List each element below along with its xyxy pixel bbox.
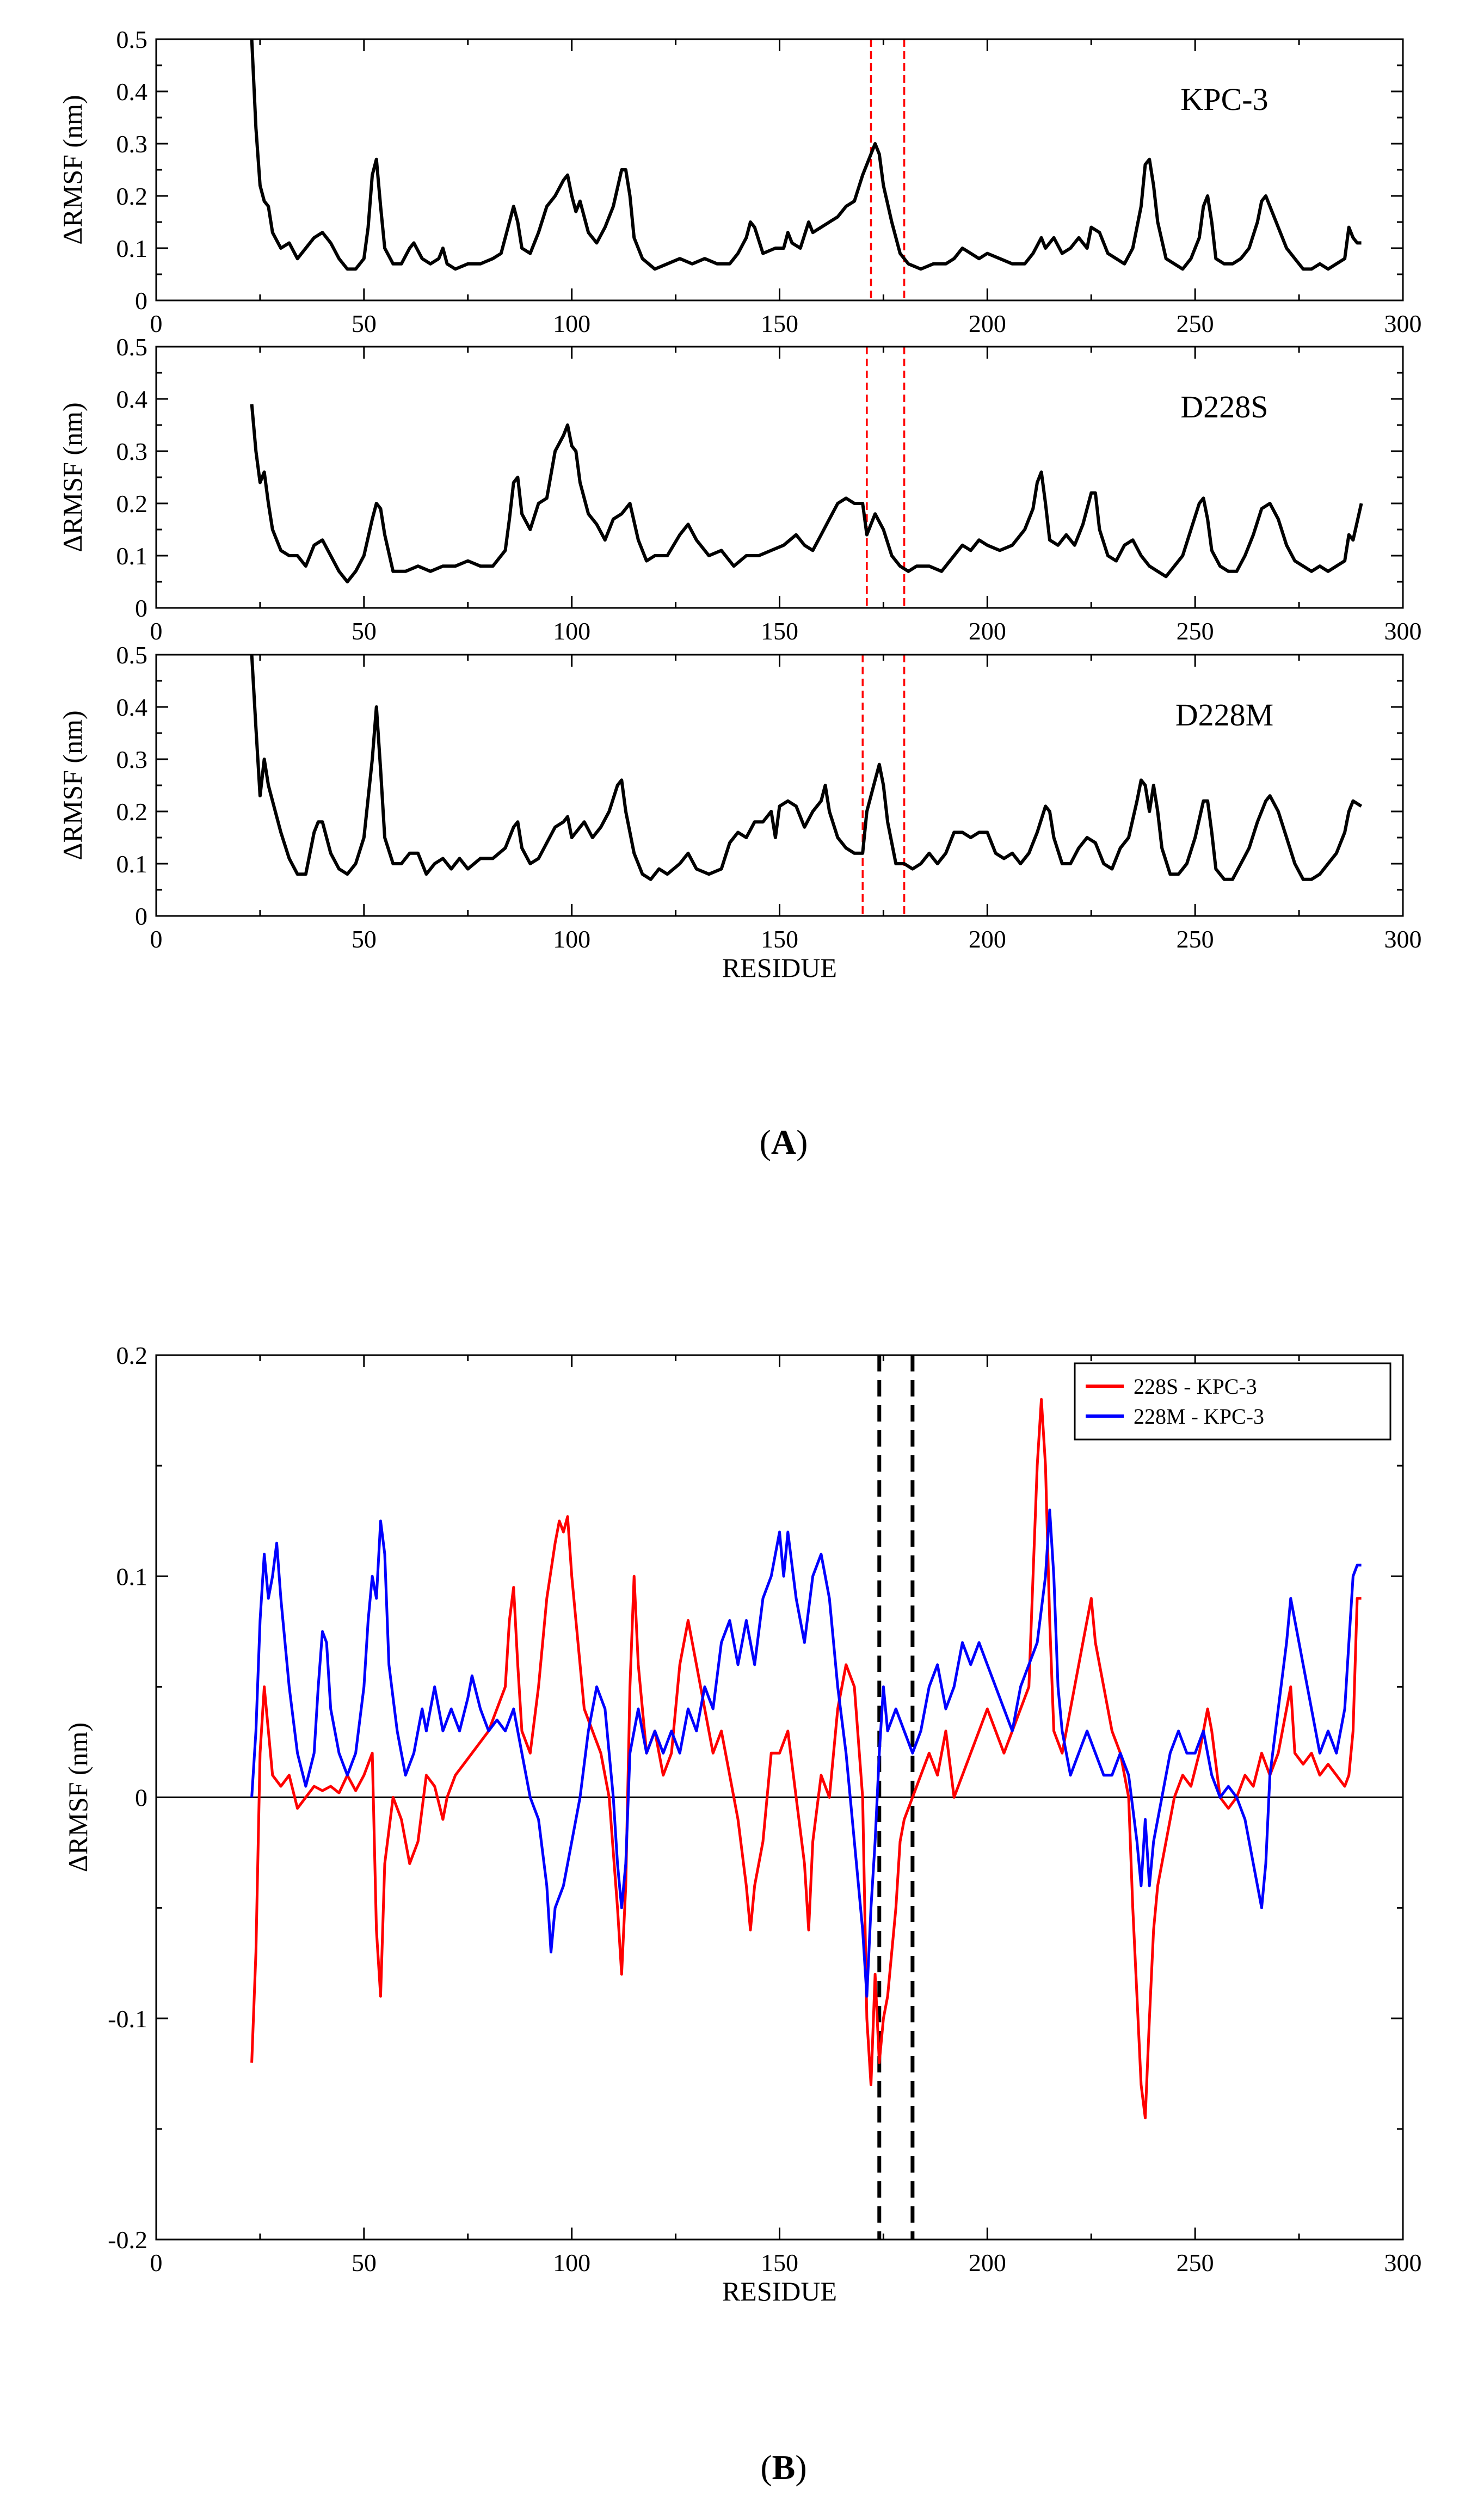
caption-a-open: ( (760, 1123, 771, 1161)
panel-b-xtick-label: 100 (553, 2249, 590, 2277)
caption-b-letter: B (772, 2448, 796, 2487)
panel-a-middle: 0 50 100 150 200 250 300 0 0.1 0.2 0.3 0.4 0.5 ΔRMSF … (57, 333, 1422, 645)
panel-b-xtick-label: 0 (150, 2249, 163, 2277)
panel-a-middle-xtick-label: 200 (969, 617, 1006, 645)
panel-a-middle-ytick-label: 0.3 (116, 438, 148, 465)
panel-a-top-xtick-label: 0 (150, 310, 163, 337)
caption-a-letter: A (771, 1123, 796, 1161)
panel-a-top-ytick-label: 0.2 (116, 182, 148, 210)
panel-a-middle-series-line-1 (250, 404, 1363, 583)
panel-a-middle-y-axis-title: ΔRMSF (nm) (57, 402, 88, 552)
panel-a-bottom-ytick-label: 0.4 (116, 693, 148, 721)
panel-a-top-xtick-label: 200 (969, 310, 1006, 337)
caption-b-close: ) (795, 2448, 806, 2487)
panel-a-top-ytick-label: 0 (135, 287, 147, 315)
panel-a-bottom: 0 50 100 150 200 250 300 0 0.1 0.2 0.3 0.4 0.5 ΔRMSF … (57, 641, 1422, 983)
panel-a-bottom-xtick-label: 300 (1384, 925, 1422, 953)
panel-a-middle-xtick-label: 250 (1177, 617, 1214, 645)
panel-a-middle-ytick-label: 0.4 (116, 385, 148, 413)
panel-b-ytick-label: 0 (135, 1784, 147, 1812)
panel-b-xtick-label: 50 (352, 2249, 377, 2277)
panel-a-bottom-xtick-label: 0 (150, 925, 163, 953)
panel-a-bottom-annotation: D228M (1175, 697, 1273, 733)
legend-label-1: 228S - KPC-3 (1134, 1374, 1257, 1399)
caption-a: (A) (760, 1123, 808, 1161)
panel-a-bottom-xtick-label: 100 (553, 925, 590, 953)
panel-b: 0 50 100 150 200 250 300 -0.2 -0.1 0 0.1 0.2 ΔRMSF (… (63, 1342, 1422, 2306)
panel-b-xtick-label: 200 (969, 2249, 1006, 2277)
caption-b: (B) (760, 2448, 806, 2487)
panel-a-top-ytick-label: 0.4 (116, 78, 148, 106)
panel-a-middle-xtick-label: 50 (352, 617, 377, 645)
panel-a-bottom-ytick-label: 0.2 (116, 798, 148, 826)
panel-a-top-annotation: KPC-3 (1180, 82, 1268, 117)
panel-b-y-axis-title: ΔRMSF (nm) (63, 1722, 93, 1872)
panel-a-top: 0 50 100 150 200 250 300 0 0.1 0.2 0.3 0.4 0.5 ΔRMSF … (57, 26, 1422, 337)
panel-a-bottom-xtick-label: 50 (352, 925, 377, 953)
panel-a-bottom-x-axis-title: RESIDUE (722, 952, 837, 983)
legend-label-2: 228M - KPC-3 (1134, 1404, 1264, 1429)
panel-a-bottom-series-line-1 (250, 654, 1363, 881)
panel-a-bottom-ytick-label: 0.3 (116, 746, 148, 773)
panel-a-top-xtick-label: 150 (761, 310, 798, 337)
panel-a-top-xtick-label: 100 (553, 310, 590, 337)
panel-b-ytick-label: -0.2 (108, 2226, 147, 2254)
panel-a-top-series-line-1 (250, 39, 1362, 271)
legend-box (1074, 1362, 1391, 1441)
caption-b-open: ( (760, 2448, 772, 2487)
panel-a-middle-ytick-label: 0.5 (116, 333, 148, 361)
panel-b-series-line-1 (250, 1398, 1362, 2120)
panel-a-middle-ytick-label: 0.1 (116, 542, 148, 570)
caption-a-close: ) (796, 1123, 808, 1161)
plot-layer: 0 50 100 150 200 250 300 0 0.1 0.2 0.3 0.4 0.5 ΔRMSF … (57, 26, 1422, 2306)
legend: 228S - KPC-3 228M - KPC-3 (1074, 1362, 1391, 1441)
panel-a-middle-xtick-label: 100 (553, 617, 590, 645)
panel-a-middle-xtick-label: 300 (1384, 617, 1422, 645)
panel-a-top-xtick-label: 250 (1177, 310, 1214, 337)
panel-a-bottom-xtick-label: 150 (761, 925, 798, 953)
panel-a-middle-ytick-label: 0 (135, 594, 147, 622)
panel-a-bottom-xtick-label: 200 (969, 925, 1006, 953)
panel-a-top-xtick-label: 300 (1384, 310, 1422, 337)
panel-a-top-ytick-label: 0.1 (116, 235, 148, 262)
panel-b-series-line-2 (250, 1508, 1362, 1998)
panel-a-middle-annotation: D228S (1180, 389, 1268, 425)
panel-a-middle-ytick-label: 0.2 (116, 490, 148, 518)
panel-b-ytick-label: -0.1 (108, 2005, 147, 2033)
panel-b-xtick-label: 150 (761, 2249, 798, 2277)
panel-a-middle-xtick-label: 0 (150, 617, 163, 645)
panel-a-top-ytick-label: 0.3 (116, 130, 148, 158)
panel-b-ytick-label: 0.1 (116, 1562, 148, 1590)
panel-a-middle-xtick-label: 150 (761, 617, 798, 645)
panel-b-xtick-label: 300 (1384, 2249, 1422, 2277)
panel-a-bottom-xtick-label: 250 (1177, 925, 1214, 953)
panel-a-bottom-y-axis-title: ΔRMSF (nm) (57, 710, 88, 860)
panel-b-x-axis-title: RESIDUE (722, 2276, 837, 2306)
panel-a-bottom-ytick-label: 0 (135, 902, 147, 930)
panel-a-bottom-ytick-label: 0.1 (116, 850, 148, 878)
panel-b-ytick-label: 0.2 (116, 1342, 148, 1369)
panel-a-top-xtick-label: 50 (352, 310, 377, 337)
panel-a-top-ytick-label: 0.5 (116, 26, 148, 53)
panel-a-top-y-axis-title: ΔRMSF (nm) (57, 95, 88, 244)
panel-a-bottom-ytick-label: 0.5 (116, 641, 148, 669)
panel-b-xtick-label: 250 (1177, 2249, 1214, 2277)
